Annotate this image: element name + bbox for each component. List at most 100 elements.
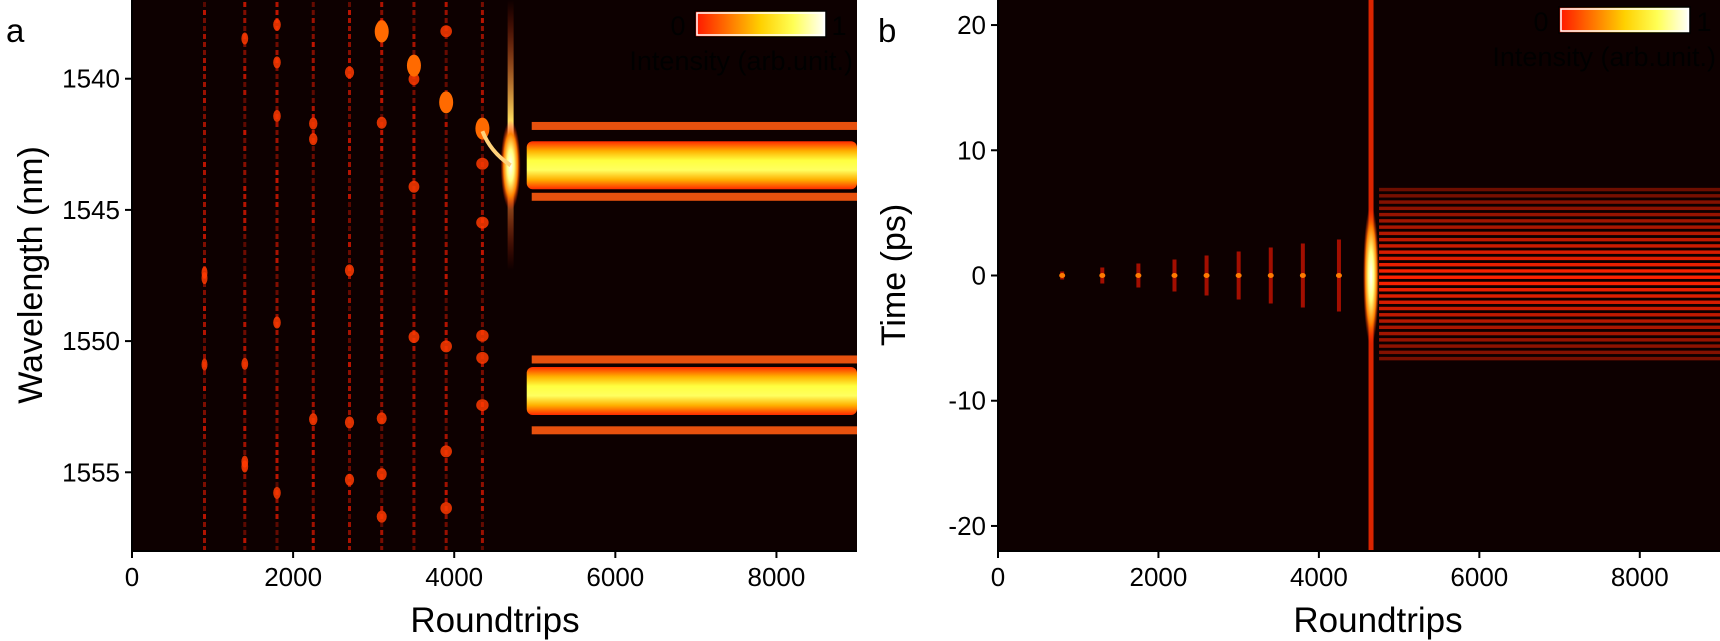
early-pulse-segment — [380, 498, 384, 503]
early-pulse-segment — [412, 274, 416, 279]
early-pulse-segment — [275, 522, 279, 527]
early-pulse-segment — [311, 506, 315, 511]
early-pulse-segment — [412, 210, 416, 215]
early-pulse-segment — [275, 170, 279, 175]
early-pulse-segment — [243, 410, 247, 415]
early-pulse-segment — [444, 434, 448, 439]
early-pulse-segment — [203, 290, 206, 295]
early-pulse-segment — [243, 106, 247, 111]
early-pulse-segment — [275, 370, 279, 375]
early-pulse-peak — [476, 216, 489, 229]
early-pulse-segment — [348, 378, 351, 383]
early-pulse-segment — [243, 330, 247, 335]
early-pulse-segment — [348, 26, 351, 31]
early-pulse-segment — [444, 42, 448, 47]
early-pulse-segment — [412, 522, 416, 527]
b-y-tick-label: 0 — [972, 261, 986, 291]
early-pulse-segment — [348, 178, 351, 183]
early-pulse-segment — [380, 146, 384, 151]
panel-a-colorbar: 0 1 Intensity (arb.unit.) — [629, 10, 853, 76]
early-pulse-segment — [243, 298, 247, 303]
early-pulse-segment — [203, 226, 206, 231]
early-pulse-segment — [275, 98, 279, 103]
early-pulse-segment — [480, 10, 484, 15]
early-pulse-segment — [412, 226, 416, 231]
early-pulse-segment — [275, 10, 279, 15]
early-pulse-segment — [243, 138, 247, 143]
early-pulse-segment — [311, 482, 315, 487]
early-pulse-segment — [243, 338, 247, 343]
early-pulse-segment — [348, 274, 351, 279]
stable-stripe — [1379, 187, 1720, 192]
early-pulse-segment — [243, 146, 247, 151]
early-pulse-segment — [275, 130, 279, 135]
early-pulse-segment — [444, 410, 448, 415]
early-pulse-segment — [480, 282, 484, 287]
early-pulse-segment — [412, 386, 416, 391]
early-pulse-segment — [243, 378, 247, 383]
early-pulse-segment — [412, 354, 416, 359]
early-pulse-segment — [348, 34, 351, 39]
early-pulse-segment — [203, 386, 206, 391]
early-pulse-segment — [275, 50, 279, 55]
early-pulse-segment — [275, 258, 279, 263]
early-pulse-segment — [203, 442, 206, 447]
early-pulse-segment — [203, 194, 206, 199]
early-pulse-segment — [311, 10, 315, 15]
early-pulse-peak — [309, 117, 318, 130]
early-pulse-segment — [275, 282, 279, 287]
early-pulse-segment — [412, 114, 416, 119]
early-pulse-segment — [311, 354, 315, 359]
early-pulse-segment — [444, 370, 448, 375]
panel-a-colorbar-inner-frame — [696, 12, 825, 36]
stable-stripe — [1379, 338, 1720, 342]
early-pulse-segment — [203, 498, 206, 503]
early-pulse-segment — [444, 202, 448, 207]
early-pulse-segment — [480, 530, 484, 535]
early-pulse-peak — [273, 18, 281, 31]
early-pulse-segment — [480, 186, 484, 191]
early-pulse-segment — [348, 2, 351, 7]
early-pulse-segment — [412, 146, 416, 151]
drift-spot — [374, 20, 389, 43]
early-pulse-segment — [444, 170, 448, 175]
early-pulse-segment — [444, 282, 448, 287]
early-pulse-segment — [412, 170, 416, 175]
early-pulse-segment — [444, 378, 448, 383]
early-pulse-segment — [243, 434, 247, 439]
early-pulse-segment — [275, 538, 279, 543]
early-pulse-segment — [348, 106, 351, 111]
early-pulse-segment — [348, 226, 351, 231]
early-pulse-segment — [203, 42, 206, 47]
early-pulse-segment — [380, 290, 384, 295]
early-pulse-segment — [348, 18, 351, 23]
stable-stripe — [1379, 294, 1720, 298]
early-pulse-segment — [412, 426, 416, 431]
early-pulse-segment — [243, 98, 247, 103]
early-pulse-segment — [243, 266, 247, 271]
early-pulse-segment — [412, 538, 416, 543]
early-pulse-segment — [311, 330, 315, 335]
early-pulse-segment — [444, 290, 448, 295]
early-pulse-segment — [380, 546, 384, 551]
early-pulse-segment — [203, 178, 206, 183]
early-pulse-segment — [243, 442, 247, 447]
early-pulse-segment — [203, 258, 206, 263]
early-pulse-segment — [444, 498, 448, 503]
early-pulse-segment — [480, 114, 484, 119]
early-pulse-segment — [203, 250, 206, 255]
early-pulse-segment — [243, 530, 247, 535]
early-pulse-segment — [480, 506, 484, 511]
early-pulse-segment — [380, 178, 384, 183]
early-pulse-segment — [444, 2, 448, 7]
early-pulse-segment — [275, 434, 279, 439]
early-pulse-peak — [1267, 273, 1274, 278]
early-pulse-segment — [380, 282, 384, 287]
early-pulse-segment — [480, 450, 484, 455]
early-pulse-segment — [311, 546, 315, 551]
early-pulse-segment — [380, 530, 384, 535]
panel-b-colorbar-min-label: 0 — [1533, 7, 1548, 37]
early-pulse-segment — [444, 50, 448, 55]
early-pulse-segment — [311, 170, 315, 175]
